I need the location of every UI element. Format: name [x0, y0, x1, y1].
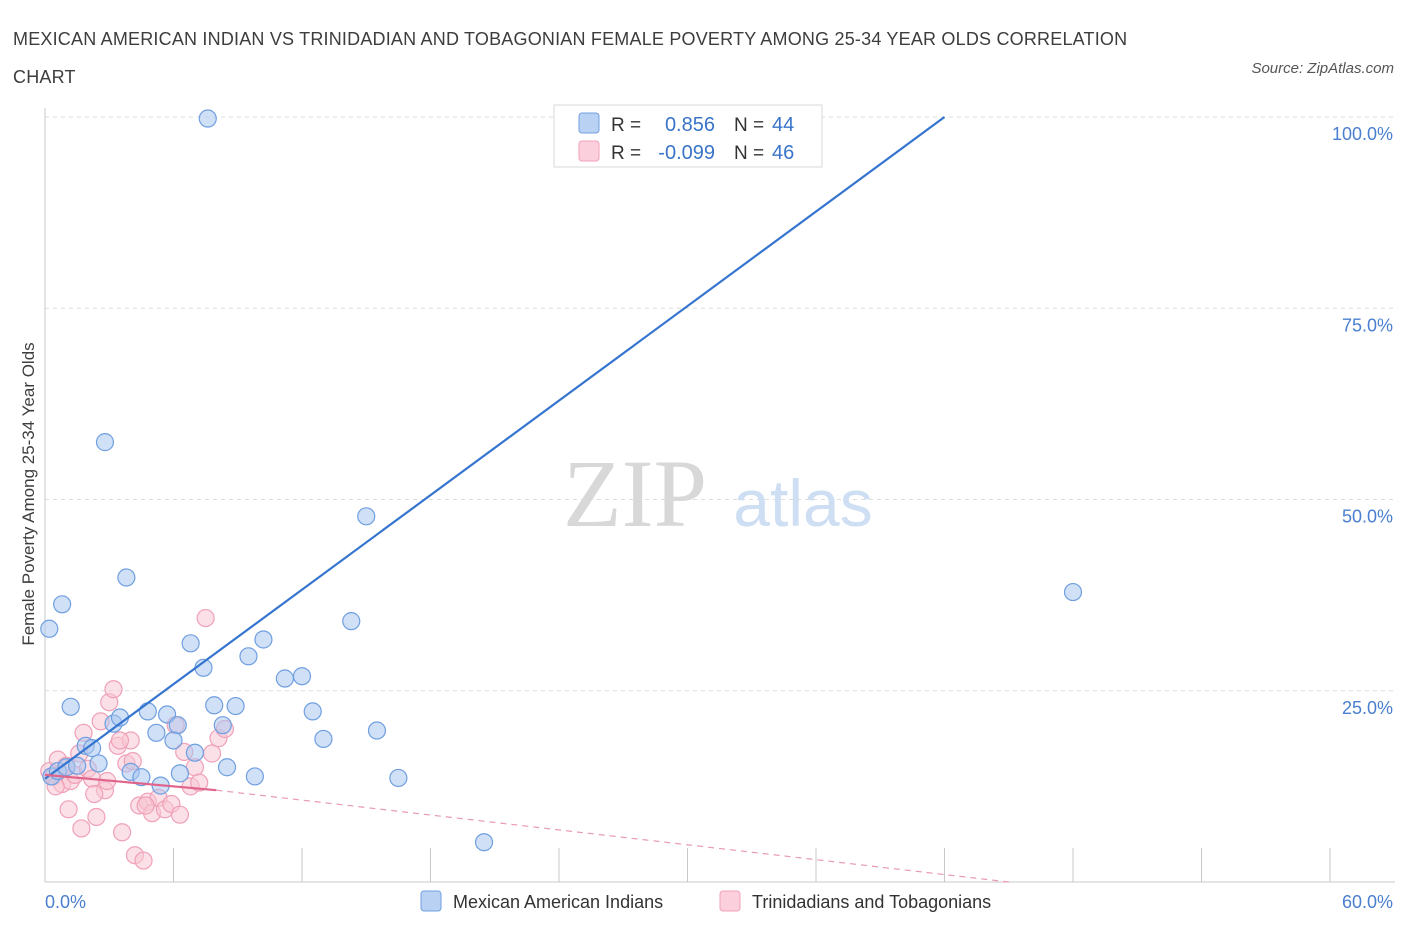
pink-point	[202, 744, 222, 763]
blue-point	[226, 696, 245, 716]
chart-title: MEXICAN AMERICAN INDIAN VS TRINIDADIAN A…	[13, 29, 1128, 87]
blue-point	[342, 612, 361, 631]
grid	[45, 116, 1395, 692]
blue-point	[314, 729, 333, 749]
pink-point	[87, 807, 106, 827]
y-axis-title: Female Poverty Among 25-34 Year Olds	[19, 342, 38, 645]
blue-point	[389, 768, 408, 788]
pink-point	[59, 800, 78, 819]
blue-point	[95, 433, 115, 452]
legend-n-label-2: N =	[734, 143, 764, 164]
pink-point	[196, 608, 215, 628]
pink-point	[110, 731, 130, 750]
blue-point	[213, 716, 232, 735]
blue-point	[303, 702, 322, 721]
blue-point	[217, 758, 237, 777]
bottom-legend-swatch-blue	[420, 890, 442, 912]
y-tick-label: 75.0%	[1342, 315, 1393, 335]
legend-r-label-2: R =	[611, 143, 641, 164]
y-tick-label: 100.0%	[1332, 124, 1393, 144]
axes	[44, 108, 1395, 883]
pink-point	[136, 796, 155, 815]
x-tick-label: 60.0%	[1342, 892, 1393, 912]
bottom-legend-label-2: Trinidadians and Tobagonians	[752, 892, 991, 912]
blue-point	[147, 723, 166, 742]
pink-trend-extension	[216, 789, 1009, 883]
blue-point	[53, 595, 72, 614]
blue-point	[367, 721, 387, 740]
legend-n-value-2: 46	[772, 142, 794, 164]
blue-point	[83, 739, 102, 758]
pink-point	[104, 680, 123, 699]
blue-point	[474, 833, 494, 852]
legend-n-value-1: 44	[772, 114, 794, 136]
blue-point	[198, 109, 217, 128]
series-legend: Mexican American Indians Trinidadians an…	[420, 890, 991, 912]
blue-point	[40, 619, 59, 638]
bottom-legend-swatch-pink	[719, 890, 741, 912]
bottom-legend-label-1: Mexican American Indians	[453, 892, 663, 912]
blue-point	[132, 768, 151, 787]
x-tick-label: 0.0%	[45, 892, 86, 912]
blue-point	[138, 702, 157, 721]
legend-swatch-blue	[578, 112, 600, 134]
legend-swatch-pink	[578, 140, 600, 162]
blue-point	[245, 767, 264, 786]
blue-point	[168, 716, 187, 735]
pink-point	[72, 819, 91, 838]
blue-point	[61, 697, 80, 716]
tick-labels: 25.0% 50.0% 75.0% 100.0% 0.0% 60.0%	[45, 124, 1393, 912]
legend-r-value-1: 0.856	[665, 114, 715, 136]
series-layer	[40, 109, 1083, 883]
blue-point	[1063, 582, 1083, 602]
pink-point	[112, 823, 132, 842]
blue-point	[181, 634, 200, 653]
watermark: ZIP atlas	[563, 440, 873, 547]
pink-trend-line	[44, 773, 217, 792]
source-label: Source: ZipAtlas.com	[1251, 60, 1394, 77]
blue-point	[239, 647, 258, 666]
watermark-zip: ZIP	[563, 440, 707, 547]
blue-point	[205, 696, 224, 715]
legend-r-value-2: -0.099	[658, 142, 715, 164]
blue-point	[275, 669, 294, 688]
pink-point	[85, 784, 104, 804]
y-tick-label: 50.0%	[1342, 507, 1393, 527]
blue-point	[117, 568, 136, 587]
legend-r-label-1: R =	[611, 115, 641, 136]
blue-trend-line	[44, 116, 946, 780]
blue-point	[164, 731, 183, 750]
pink-point	[170, 805, 190, 824]
y-tick-label: 25.0%	[1342, 698, 1393, 718]
pink-point	[134, 851, 153, 870]
blue-point	[254, 630, 273, 649]
blue-point	[170, 764, 190, 783]
blue-point	[89, 754, 108, 773]
stats-legend: R = 0.856 N = 44 R = -0.099 N = 46	[553, 104, 823, 168]
blue-point	[157, 705, 177, 724]
pink-point	[190, 773, 209, 792]
blue-point	[68, 756, 87, 775]
legend-n-label-1: N =	[734, 115, 764, 136]
watermark-atlas: atlas	[733, 466, 872, 540]
blue-point	[292, 667, 312, 686]
blue-point	[185, 743, 205, 762]
blue-point	[357, 507, 376, 526]
